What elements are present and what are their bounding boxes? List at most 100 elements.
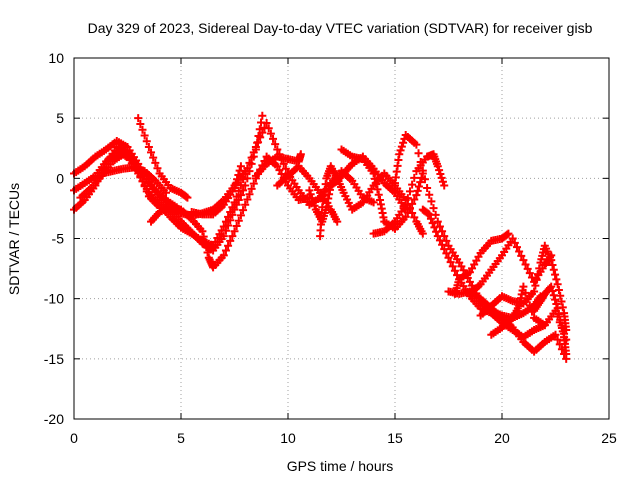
data-point <box>309 197 318 206</box>
data-point <box>234 216 243 225</box>
data-point <box>258 111 267 120</box>
data-point <box>149 153 158 162</box>
data-point <box>530 287 539 296</box>
data-point <box>228 232 237 241</box>
data-point <box>557 321 566 330</box>
series-track-5 <box>97 163 171 197</box>
data-point <box>427 197 436 206</box>
y-tick-label: -15 <box>44 351 64 367</box>
data-point <box>557 297 566 306</box>
data-point <box>369 198 378 207</box>
data-point <box>269 134 278 143</box>
data-point <box>232 192 241 201</box>
x-tick-label: 20 <box>494 430 510 446</box>
data-point <box>264 124 273 133</box>
y-tick-label: -5 <box>52 231 65 247</box>
data-point <box>525 269 534 278</box>
data-point <box>203 248 212 257</box>
data-point <box>418 229 427 238</box>
data-point <box>199 232 208 241</box>
data-point <box>370 174 379 183</box>
data-point <box>162 188 171 197</box>
data-point <box>401 212 410 221</box>
data-point <box>401 200 410 209</box>
chart-title: Day 329 of 2023, Sidereal Day-to-day VTE… <box>88 20 593 36</box>
data-point <box>333 217 342 226</box>
x-tick-label: 15 <box>387 430 403 446</box>
data-point <box>219 222 228 231</box>
data-point <box>236 211 245 220</box>
y-tick-label: 0 <box>56 170 64 186</box>
data-point <box>558 327 567 336</box>
data-point <box>151 158 160 167</box>
data-point <box>396 146 405 155</box>
data-point <box>410 173 419 182</box>
data-markers <box>70 111 571 363</box>
data-point <box>547 256 556 265</box>
data-point <box>235 166 244 175</box>
data-point <box>433 217 442 226</box>
data-point <box>440 181 449 190</box>
data-point <box>552 299 561 308</box>
data-point <box>249 148 258 157</box>
data-point <box>408 180 417 189</box>
data-point <box>554 310 563 319</box>
x-tick-label: 25 <box>601 430 617 446</box>
data-point <box>432 227 441 236</box>
data-point <box>450 266 459 275</box>
data-point <box>271 140 280 149</box>
y-axis-label: SDTVAR / TECUs <box>6 183 22 295</box>
data-point <box>241 169 250 178</box>
data-point <box>426 214 435 223</box>
data-point <box>219 232 228 241</box>
data-point <box>224 212 233 221</box>
data-point <box>548 286 557 295</box>
data-point <box>420 175 429 184</box>
data-point <box>448 262 457 271</box>
data-point <box>142 137 151 146</box>
data-point <box>553 304 562 313</box>
data-point <box>553 280 562 289</box>
data-point <box>198 227 207 236</box>
data-point <box>310 201 319 210</box>
data-point <box>413 186 422 195</box>
data-point <box>428 219 437 228</box>
data-point <box>200 237 209 246</box>
data-point <box>436 170 445 179</box>
data-point <box>444 253 453 262</box>
data-point <box>245 158 254 167</box>
data-point <box>423 183 432 192</box>
data-point <box>374 190 383 199</box>
data-point <box>414 149 423 158</box>
data-point <box>230 227 239 236</box>
data-point <box>372 180 381 189</box>
data-point <box>416 178 425 187</box>
data-point <box>230 198 239 207</box>
data-point <box>552 275 561 284</box>
data-point <box>296 150 305 159</box>
data-point <box>147 148 156 157</box>
data-point <box>412 191 421 200</box>
data-point <box>249 179 258 188</box>
data-point <box>548 260 557 269</box>
data-point <box>521 260 530 269</box>
axis-ticks: 0 5 10 15 20 25 -20 -15 -10 -5 0 5 10 <box>44 50 617 446</box>
data-point <box>525 301 534 310</box>
series-track-18 <box>450 229 513 298</box>
data-point <box>551 295 560 304</box>
data-point <box>231 179 240 188</box>
data-point <box>247 153 256 162</box>
data-point <box>236 191 245 200</box>
data-point <box>435 236 444 245</box>
data-point <box>262 118 271 127</box>
data-point <box>512 243 521 252</box>
data-point <box>397 142 406 151</box>
data-point <box>531 281 540 290</box>
data-point <box>435 166 444 175</box>
data-point <box>433 162 442 171</box>
data-point <box>236 181 245 190</box>
data-point <box>136 119 145 128</box>
series-track-8 <box>187 162 245 219</box>
data-point <box>532 275 541 284</box>
data-point <box>226 236 235 245</box>
